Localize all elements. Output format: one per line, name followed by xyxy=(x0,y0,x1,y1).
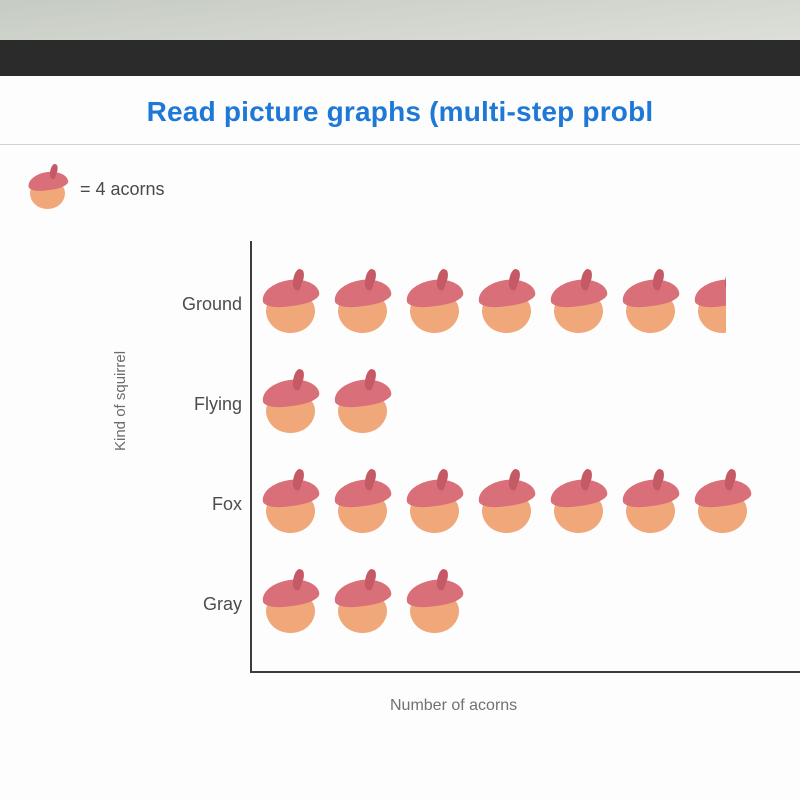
acorn-icon xyxy=(548,273,610,335)
acorn-icon xyxy=(260,273,322,335)
acorn-icon xyxy=(620,473,682,535)
pictograph-row: Fox xyxy=(252,459,800,549)
acorn-icon xyxy=(692,473,754,535)
page-content: Read picture graphs (multi-step probl = … xyxy=(0,76,800,800)
row-label: Fox xyxy=(166,494,242,515)
title-container: Read picture graphs (multi-step probl xyxy=(0,76,800,128)
plot-area: Ground Flying Fox Gray xyxy=(250,241,800,673)
acorn-icon xyxy=(260,573,322,635)
acorn-icon xyxy=(404,573,466,635)
photo-frame: Read picture graphs (multi-step probl = … xyxy=(0,0,800,800)
acorn-icon xyxy=(404,273,466,335)
acorn-icon xyxy=(260,373,322,435)
x-axis-label: Number of acorns xyxy=(390,697,517,715)
acorn-icon xyxy=(332,473,394,535)
acorn-icon xyxy=(548,473,610,535)
pictograph-chart: Kind of squirrel Ground Flying Fox Gray Num… xyxy=(20,241,800,761)
row-label: Flying xyxy=(166,394,242,415)
acorn-icon xyxy=(476,273,538,335)
row-label: Ground xyxy=(166,294,242,315)
acorn-icon xyxy=(260,473,322,535)
acorn-icon xyxy=(404,473,466,535)
pictograph-row: Flying xyxy=(252,359,800,449)
acorn-icon xyxy=(332,273,394,335)
row-icons xyxy=(252,373,394,435)
row-icons xyxy=(252,473,754,535)
pictograph-row: Ground xyxy=(252,259,800,349)
page-title: Read picture graphs (multi-step probl xyxy=(147,96,654,127)
acorn-icon-half xyxy=(692,273,726,335)
pictograph-row: Gray xyxy=(252,559,800,649)
y-axis-label: Kind of squirrel xyxy=(112,351,129,451)
legend-text: = 4 acorns xyxy=(80,179,165,200)
row-label: Gray xyxy=(166,594,242,615)
acorn-icon xyxy=(332,573,394,635)
row-icons xyxy=(252,273,726,335)
acorn-icon xyxy=(476,473,538,535)
row-icons xyxy=(252,573,466,635)
browser-top-bar xyxy=(0,40,800,76)
acorn-icon xyxy=(26,167,70,211)
legend: = 4 acorns xyxy=(0,145,800,211)
acorn-icon xyxy=(332,373,394,435)
acorn-icon xyxy=(620,273,682,335)
